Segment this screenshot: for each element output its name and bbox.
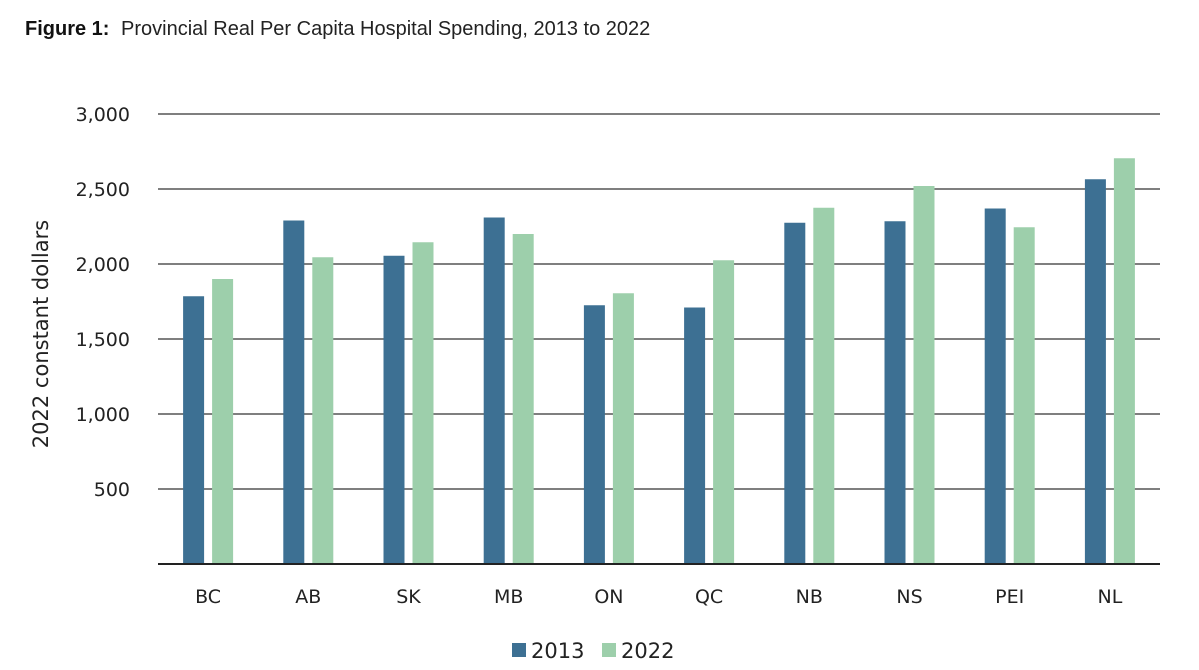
x-tick-label: SK (396, 586, 421, 608)
figure-title: Figure 1: Provincial Real Per Capita Hos… (25, 18, 650, 41)
bar-2013-bc (183, 296, 205, 564)
legend-label-2013: 2013 (531, 639, 584, 663)
bar-2022-pei (1013, 227, 1035, 564)
bar-2013-mb (483, 217, 505, 564)
y-axis-label: 2022 constant dollars (29, 220, 53, 448)
y-tick-label: 1,000 (76, 404, 130, 426)
legend-swatch-2013 (512, 643, 526, 657)
y-tick-label: 2,000 (76, 254, 130, 276)
bar-2013-qc (684, 307, 706, 564)
bar-2022-qc (713, 260, 735, 564)
x-tick-label: NB (796, 586, 823, 608)
y-tick-label: 500 (94, 479, 130, 501)
bar-2022-nb (813, 207, 835, 564)
legend-swatch-2022 (602, 643, 616, 657)
x-tick-label: NS (896, 586, 922, 608)
x-tick-label: PEI (995, 586, 1024, 608)
bar-2022-nl (1113, 158, 1135, 564)
x-tick-label: AB (295, 586, 321, 608)
bar-2022-ab (312, 257, 334, 564)
bar-2022-ns (913, 186, 935, 564)
bar-2022-mb (512, 234, 534, 564)
bar-2013-pei (984, 208, 1006, 564)
y-tick-label: 3,000 (76, 104, 130, 126)
x-tick-label: ON (594, 586, 623, 608)
y-tick-label: 1,500 (76, 329, 130, 351)
bar-2022-on (612, 293, 634, 564)
legend-label-2022: 2022 (621, 639, 674, 663)
bar-2022-sk (412, 242, 434, 564)
bar-2013-ab (283, 220, 305, 564)
x-tick-label: BC (195, 586, 221, 608)
bar-2013-on (583, 305, 605, 564)
figure-label: Figure 1: (25, 18, 110, 40)
x-tick-label: QC (695, 586, 723, 608)
x-tick-label: MB (494, 586, 523, 608)
x-tick-label: NL (1097, 586, 1122, 608)
bar-2013-nb (784, 222, 806, 564)
bar-2022-bc (212, 279, 234, 564)
bar-2013-nl (1084, 179, 1106, 564)
bar-2013-ns (884, 221, 906, 564)
y-tick-label: 2,500 (76, 179, 130, 201)
bar-2013-sk (383, 255, 405, 564)
figure-title-text: Provincial Real Per Capita Hospital Spen… (121, 18, 651, 40)
